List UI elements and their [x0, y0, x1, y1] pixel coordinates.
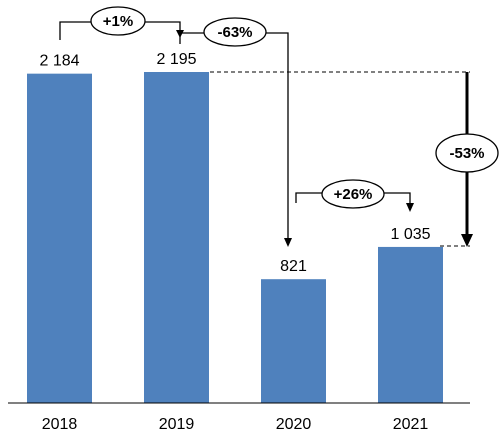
category-label-2018: 2018 — [42, 416, 78, 433]
category-label-2019: 2019 — [159, 416, 195, 433]
value-label-2021: 1 035 — [390, 226, 430, 243]
bar-2020 — [261, 279, 326, 403]
change-label-2020-2021: +26% — [334, 186, 373, 203]
category-label-2021: 2021 — [393, 416, 429, 433]
change-badge-2020-2021 — [321, 179, 385, 209]
category-label-2020: 2020 — [276, 416, 312, 433]
value-labels-group: 2 184 2 195 821 1 035 — [39, 51, 430, 275]
value-label-2018: 2 184 — [39, 53, 79, 70]
arrowhead-2019-2020 — [284, 238, 292, 247]
change-label-2018-2019: +1% — [103, 13, 133, 30]
bar-2019 — [144, 72, 209, 403]
change-badge-2019-2020 — [203, 17, 267, 47]
bar-2021 — [378, 246, 443, 403]
bar-2018 — [27, 73, 92, 404]
arrowhead-2020-2021 — [406, 203, 414, 212]
change-label-2019-2021: -53% — [449, 145, 484, 162]
bars-group — [27, 72, 443, 404]
change-badge-2018-2019 — [90, 6, 146, 36]
change-annotations: +1% -63% +26% -53% — [59, 6, 499, 247]
value-label-2019: 2 195 — [156, 51, 196, 68]
change-badge-2019-2021 — [435, 133, 499, 173]
category-labels-group: 2018 2019 2020 2021 — [42, 416, 429, 433]
change-label-2019-2020: -63% — [217, 24, 252, 41]
total-change-arrowhead — [461, 234, 473, 247]
value-label-2020: 821 — [280, 258, 307, 275]
